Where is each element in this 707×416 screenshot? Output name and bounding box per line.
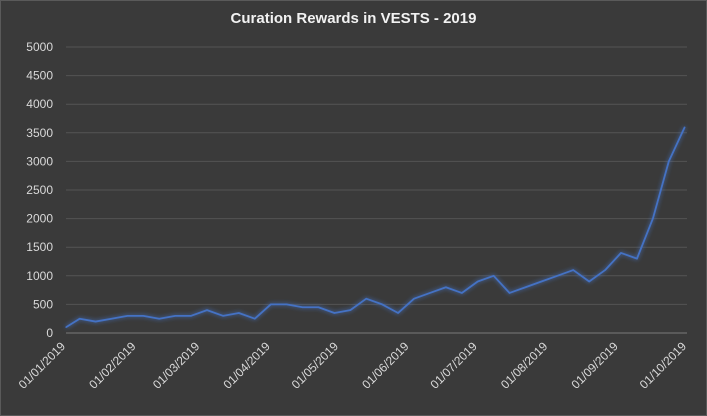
data-point	[174, 315, 176, 317]
y-tick-label: 4500	[26, 69, 53, 83]
data-point	[254, 318, 256, 320]
x-tick-label: 01/01/2019	[16, 339, 69, 392]
y-tick-label: 1500	[26, 240, 53, 254]
data-point	[572, 269, 574, 271]
x-axis: 01/01/2019 01/02/2019 01/03/2019 01/04/2019…	[16, 339, 690, 392]
data-point	[126, 315, 129, 317]
y-tick-label: 4000	[26, 97, 53, 111]
y-tick-label: 2500	[26, 183, 53, 197]
y-tick-label: 2000	[26, 212, 53, 226]
data-point	[604, 269, 606, 271]
data-point	[508, 292, 511, 294]
data-point	[429, 292, 431, 294]
data-point	[540, 280, 543, 283]
y-tick-label: 500	[33, 297, 53, 311]
x-tick-label: 01/08/2019	[498, 339, 551, 392]
data-point	[461, 292, 463, 294]
data-point	[158, 318, 160, 320]
data-point	[620, 252, 622, 254]
data-point	[65, 326, 67, 328]
data-point	[397, 312, 399, 314]
series-line	[65, 126, 686, 329]
y-tick-label: 1000	[26, 269, 53, 283]
series-layer	[65, 126, 686, 329]
x-tick-label: 01/06/2019	[359, 339, 412, 392]
data-point	[556, 275, 558, 277]
data-point	[270, 303, 272, 305]
data-point	[684, 126, 686, 128]
data-point	[588, 280, 590, 283]
gridlines	[66, 46, 687, 334]
y-axis: 0 500 1000 1500 2000 2500 3000 3500 4000 4500 5000	[26, 40, 53, 340]
x-tick-label: 01/07/2019	[427, 339, 480, 392]
data-point	[652, 218, 654, 220]
data-point	[286, 303, 288, 305]
y-tick-label: 0	[46, 326, 53, 340]
data-point	[142, 315, 144, 317]
data-point	[477, 280, 479, 283]
data-point	[413, 298, 415, 300]
y-tick-label: 5000	[26, 40, 53, 54]
data-point	[636, 258, 638, 260]
data-point	[668, 160, 670, 162]
data-point	[493, 275, 495, 277]
y-tick-label: 3000	[26, 154, 53, 168]
data-point	[365, 298, 367, 300]
x-tick-label: 01/04/2019	[220, 339, 273, 392]
data-point	[79, 318, 81, 320]
data-point	[190, 315, 192, 317]
x-tick-label: 01/02/2019	[86, 339, 139, 392]
data-point	[349, 309, 351, 311]
data-point	[301, 306, 304, 308]
data-point	[317, 306, 320, 308]
x-tick-label: 01/10/2019	[637, 339, 690, 392]
data-point	[524, 286, 527, 288]
data-point	[206, 309, 208, 311]
data-point	[94, 320, 97, 323]
data-point	[381, 303, 383, 305]
x-tick-label: 01/03/2019	[150, 339, 203, 392]
data-point	[110, 318, 113, 320]
data-point	[238, 312, 240, 314]
x-tick-label: 01/05/2019	[289, 339, 342, 392]
chart-title: Curation Rewards in VESTS - 2019	[230, 10, 477, 27]
data-point	[333, 312, 336, 314]
x-tick-label: 01/09/2019	[569, 339, 622, 392]
data-point	[222, 315, 224, 317]
data-point	[445, 286, 447, 288]
y-tick-label: 3500	[26, 126, 53, 140]
